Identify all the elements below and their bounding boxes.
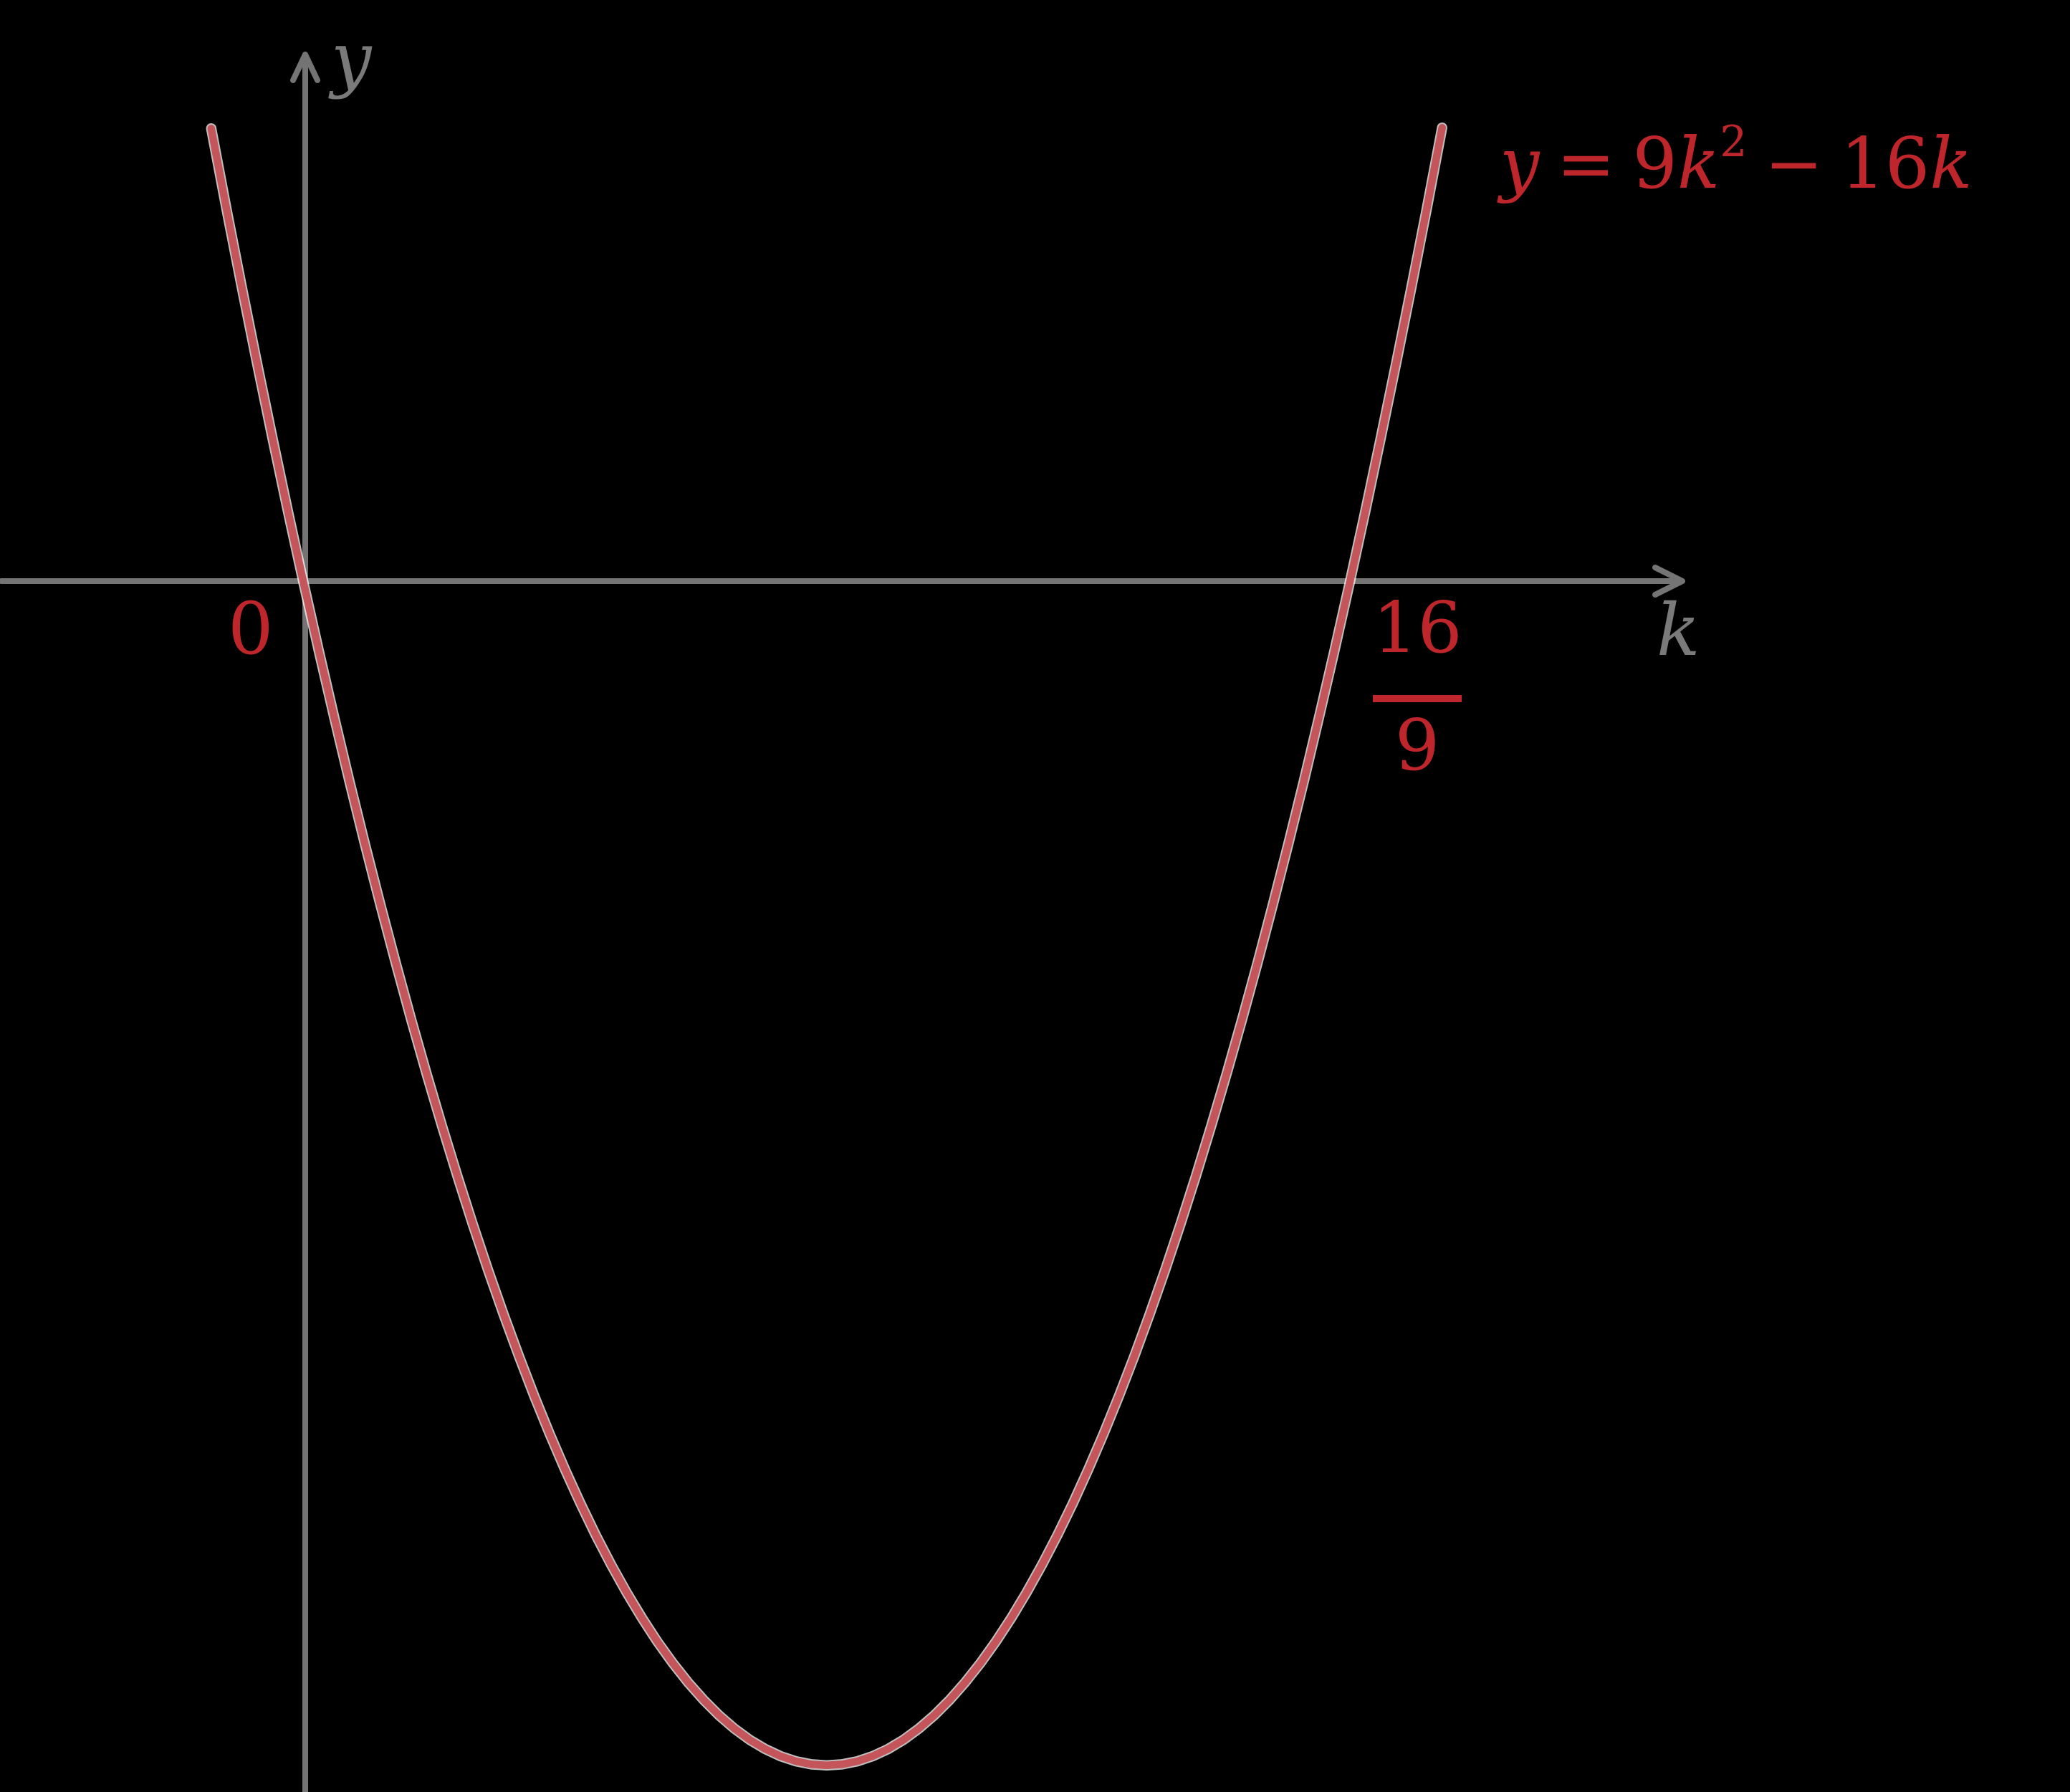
origin-tick-label: 0 xyxy=(228,587,274,671)
y-axis-arrowhead-icon xyxy=(290,52,320,83)
equation-label: y = 9k2−16k xyxy=(1500,120,1973,205)
fraction-bar xyxy=(1373,695,1462,702)
x-axis-arrowhead-icon xyxy=(1652,565,1685,598)
y-axis-label: y xyxy=(331,16,372,100)
root-tick-label-fraction: 16 9 xyxy=(1373,593,1462,781)
fraction-denominator: 9 xyxy=(1394,705,1440,787)
parabola-curve xyxy=(207,124,1446,1770)
equation-term2-coeff: 16 xyxy=(1840,123,1930,205)
equation-term1-coeff: 9 xyxy=(1632,123,1677,205)
k-axis-label: k xyxy=(1657,588,1700,672)
equation-equals-sign: = xyxy=(1556,123,1616,205)
parabola-curve-halo xyxy=(206,123,1447,1771)
equation-lhs: y xyxy=(1500,123,1540,205)
fraction-numerator: 16 xyxy=(1373,588,1462,669)
equation-term1-var: k xyxy=(1677,123,1720,205)
equation-term2-var: k xyxy=(1930,123,1973,205)
equation-minus-sign: − xyxy=(1764,123,1824,205)
equation-term1-exponent: 2 xyxy=(1720,117,1748,167)
